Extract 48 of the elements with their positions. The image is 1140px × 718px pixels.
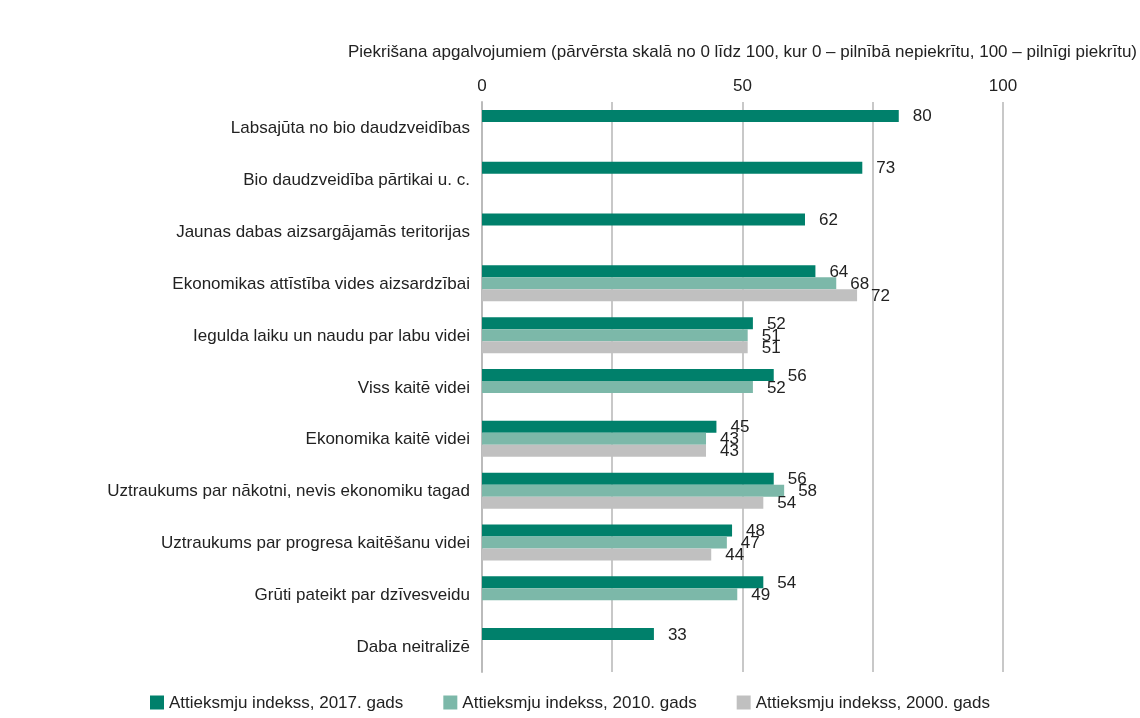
data-label: 72: [871, 285, 891, 305]
y-tick-label: Grūti pateikt par dzīvesveidu: [254, 584, 470, 604]
y-tick-label: Daba neitralizē: [356, 636, 470, 656]
legend-label: Attieksmju indekss, 2000. gads: [755, 693, 991, 712]
bar: [482, 432, 707, 445]
y-tick-label: Labsajūta no bio daudzveidības: [230, 118, 470, 138]
bar: [482, 369, 774, 381]
x-tick-label: 0: [477, 76, 487, 95]
bar: [482, 109, 899, 122]
bar: [482, 472, 774, 485]
bar: [482, 265, 816, 278]
legend-label: Attieksmju indekss, 2017. gads: [168, 693, 404, 712]
data-label: 68: [850, 273, 870, 293]
bar: [482, 317, 753, 330]
data-label: 64: [829, 261, 849, 281]
bar: [482, 628, 654, 641]
bar: [482, 213, 805, 226]
bar: [482, 588, 738, 601]
data-label: 49: [751, 584, 771, 604]
bar: [482, 484, 785, 497]
data-label: 62: [819, 210, 838, 230]
y-tick-label: Iegulda laiku un naudu par labu videi: [193, 325, 470, 345]
bar: [482, 524, 733, 537]
data-label: 54: [777, 572, 797, 592]
y-tick-label: Bio daudzveidība pārtikai u. c.: [243, 170, 470, 190]
bar: [482, 536, 727, 549]
data-label: 56: [787, 365, 807, 385]
bar: [482, 420, 717, 433]
bar: [482, 576, 764, 589]
bar: [482, 381, 753, 393]
data-label: 54: [777, 493, 797, 513]
legend-label: Attieksmju indekss, 2010. gads: [462, 693, 697, 712]
y-tick-label: Ekonomika kaitē videi: [305, 429, 470, 449]
bar: [482, 277, 837, 290]
y-tick-label: Uztraukums par progresa kaitēšanu videi: [161, 532, 470, 552]
x-tick-label: 100: [988, 76, 1018, 95]
y-tick-label: Viss kaitē videi: [357, 377, 470, 397]
y-tick-label: Uztraukums par nākotni, nevis ekonomiku tagad: [107, 481, 470, 501]
bar: [482, 161, 863, 174]
x-axis-title: Piekrišana apgalvojumiem (pārvērsta skalā no 0 līdz 100, kur 0 – pilnībā nepiekrītu, 100 – pilnīgi piekrītu): [347, 42, 1137, 61]
data-label: 33: [667, 624, 687, 644]
bar: [482, 329, 748, 342]
x-tick-label: 50: [733, 76, 752, 95]
y-tick-label: Ekonomikas attīstība vides aizsardzībai: [172, 273, 470, 293]
data-label: 52: [766, 377, 786, 397]
data-label: 80: [912, 106, 932, 126]
y-tick-label: Jaunas dabas aizsargājamās teritorijas: [176, 222, 470, 242]
data-label: 73: [876, 158, 896, 178]
